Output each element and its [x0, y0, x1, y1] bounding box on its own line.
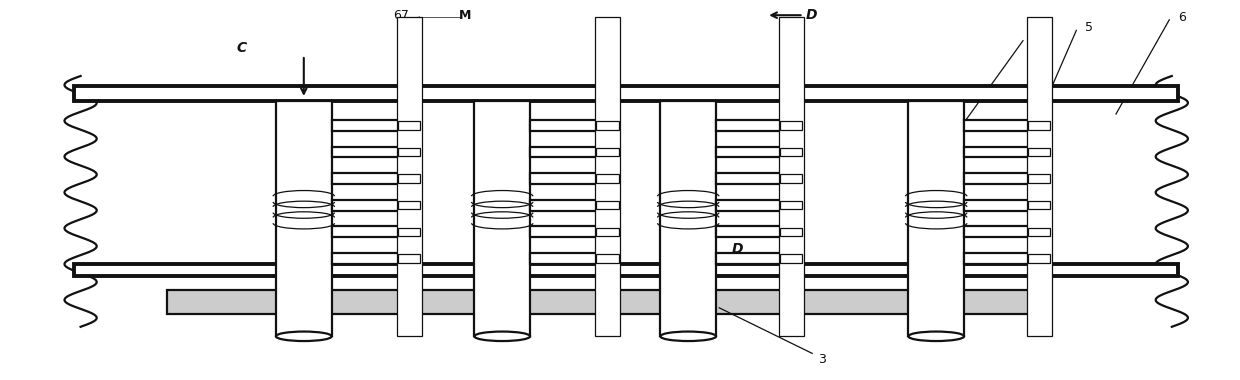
Bar: [780, 201, 802, 209]
Bar: [474, 101, 531, 336]
Bar: [531, 147, 601, 157]
Bar: [1028, 254, 1050, 263]
Bar: [780, 228, 802, 236]
Bar: [332, 173, 403, 184]
Bar: [531, 120, 601, 131]
Text: 5: 5: [1085, 21, 1092, 34]
Bar: [908, 101, 965, 336]
Text: D: D: [806, 8, 817, 22]
Ellipse shape: [475, 331, 531, 341]
Bar: [1028, 174, 1050, 183]
Text: D: D: [732, 242, 743, 256]
Bar: [965, 253, 1033, 264]
Bar: [717, 253, 785, 264]
Bar: [398, 121, 420, 130]
Bar: [531, 200, 601, 211]
Bar: [965, 200, 1033, 211]
Ellipse shape: [908, 331, 965, 341]
Bar: [717, 226, 785, 237]
Bar: [661, 101, 717, 336]
Bar: [717, 200, 785, 211]
Text: 6: 6: [1178, 11, 1185, 24]
Bar: [398, 254, 420, 263]
Bar: [596, 121, 619, 130]
Bar: [74, 86, 1178, 101]
Ellipse shape: [277, 331, 332, 341]
Bar: [965, 120, 1033, 131]
Bar: [398, 201, 420, 209]
Bar: [531, 173, 601, 184]
Text: M: M: [459, 9, 471, 22]
Bar: [332, 147, 403, 157]
Bar: [1028, 228, 1050, 236]
Bar: [167, 290, 1042, 314]
Bar: [531, 226, 601, 237]
Bar: [717, 120, 785, 131]
Bar: [596, 148, 619, 156]
Bar: [332, 226, 403, 237]
Bar: [965, 147, 1033, 157]
Bar: [717, 173, 785, 184]
Bar: [275, 101, 332, 336]
Bar: [332, 253, 403, 264]
Bar: [596, 228, 619, 236]
Bar: [74, 264, 1178, 276]
Bar: [780, 254, 802, 263]
Bar: [965, 173, 1033, 184]
Bar: [397, 17, 422, 336]
Bar: [1027, 17, 1052, 336]
Bar: [531, 253, 601, 264]
Bar: [398, 228, 420, 236]
Bar: [332, 120, 403, 131]
Bar: [595, 17, 620, 336]
Bar: [596, 201, 619, 209]
Bar: [1028, 201, 1050, 209]
Bar: [717, 147, 785, 157]
Bar: [596, 174, 619, 183]
Text: 4: 4: [1029, 32, 1037, 44]
Bar: [398, 174, 420, 183]
Bar: [1028, 121, 1050, 130]
Bar: [1028, 148, 1050, 156]
Bar: [780, 174, 802, 183]
Bar: [398, 148, 420, 156]
Bar: [779, 17, 804, 336]
Bar: [596, 254, 619, 263]
Bar: [780, 121, 802, 130]
Text: 67: 67: [393, 9, 409, 22]
Bar: [780, 148, 802, 156]
Bar: [332, 200, 403, 211]
Ellipse shape: [661, 331, 717, 341]
Text: C: C: [237, 41, 247, 54]
Bar: [965, 226, 1033, 237]
Text: 3: 3: [818, 353, 826, 366]
